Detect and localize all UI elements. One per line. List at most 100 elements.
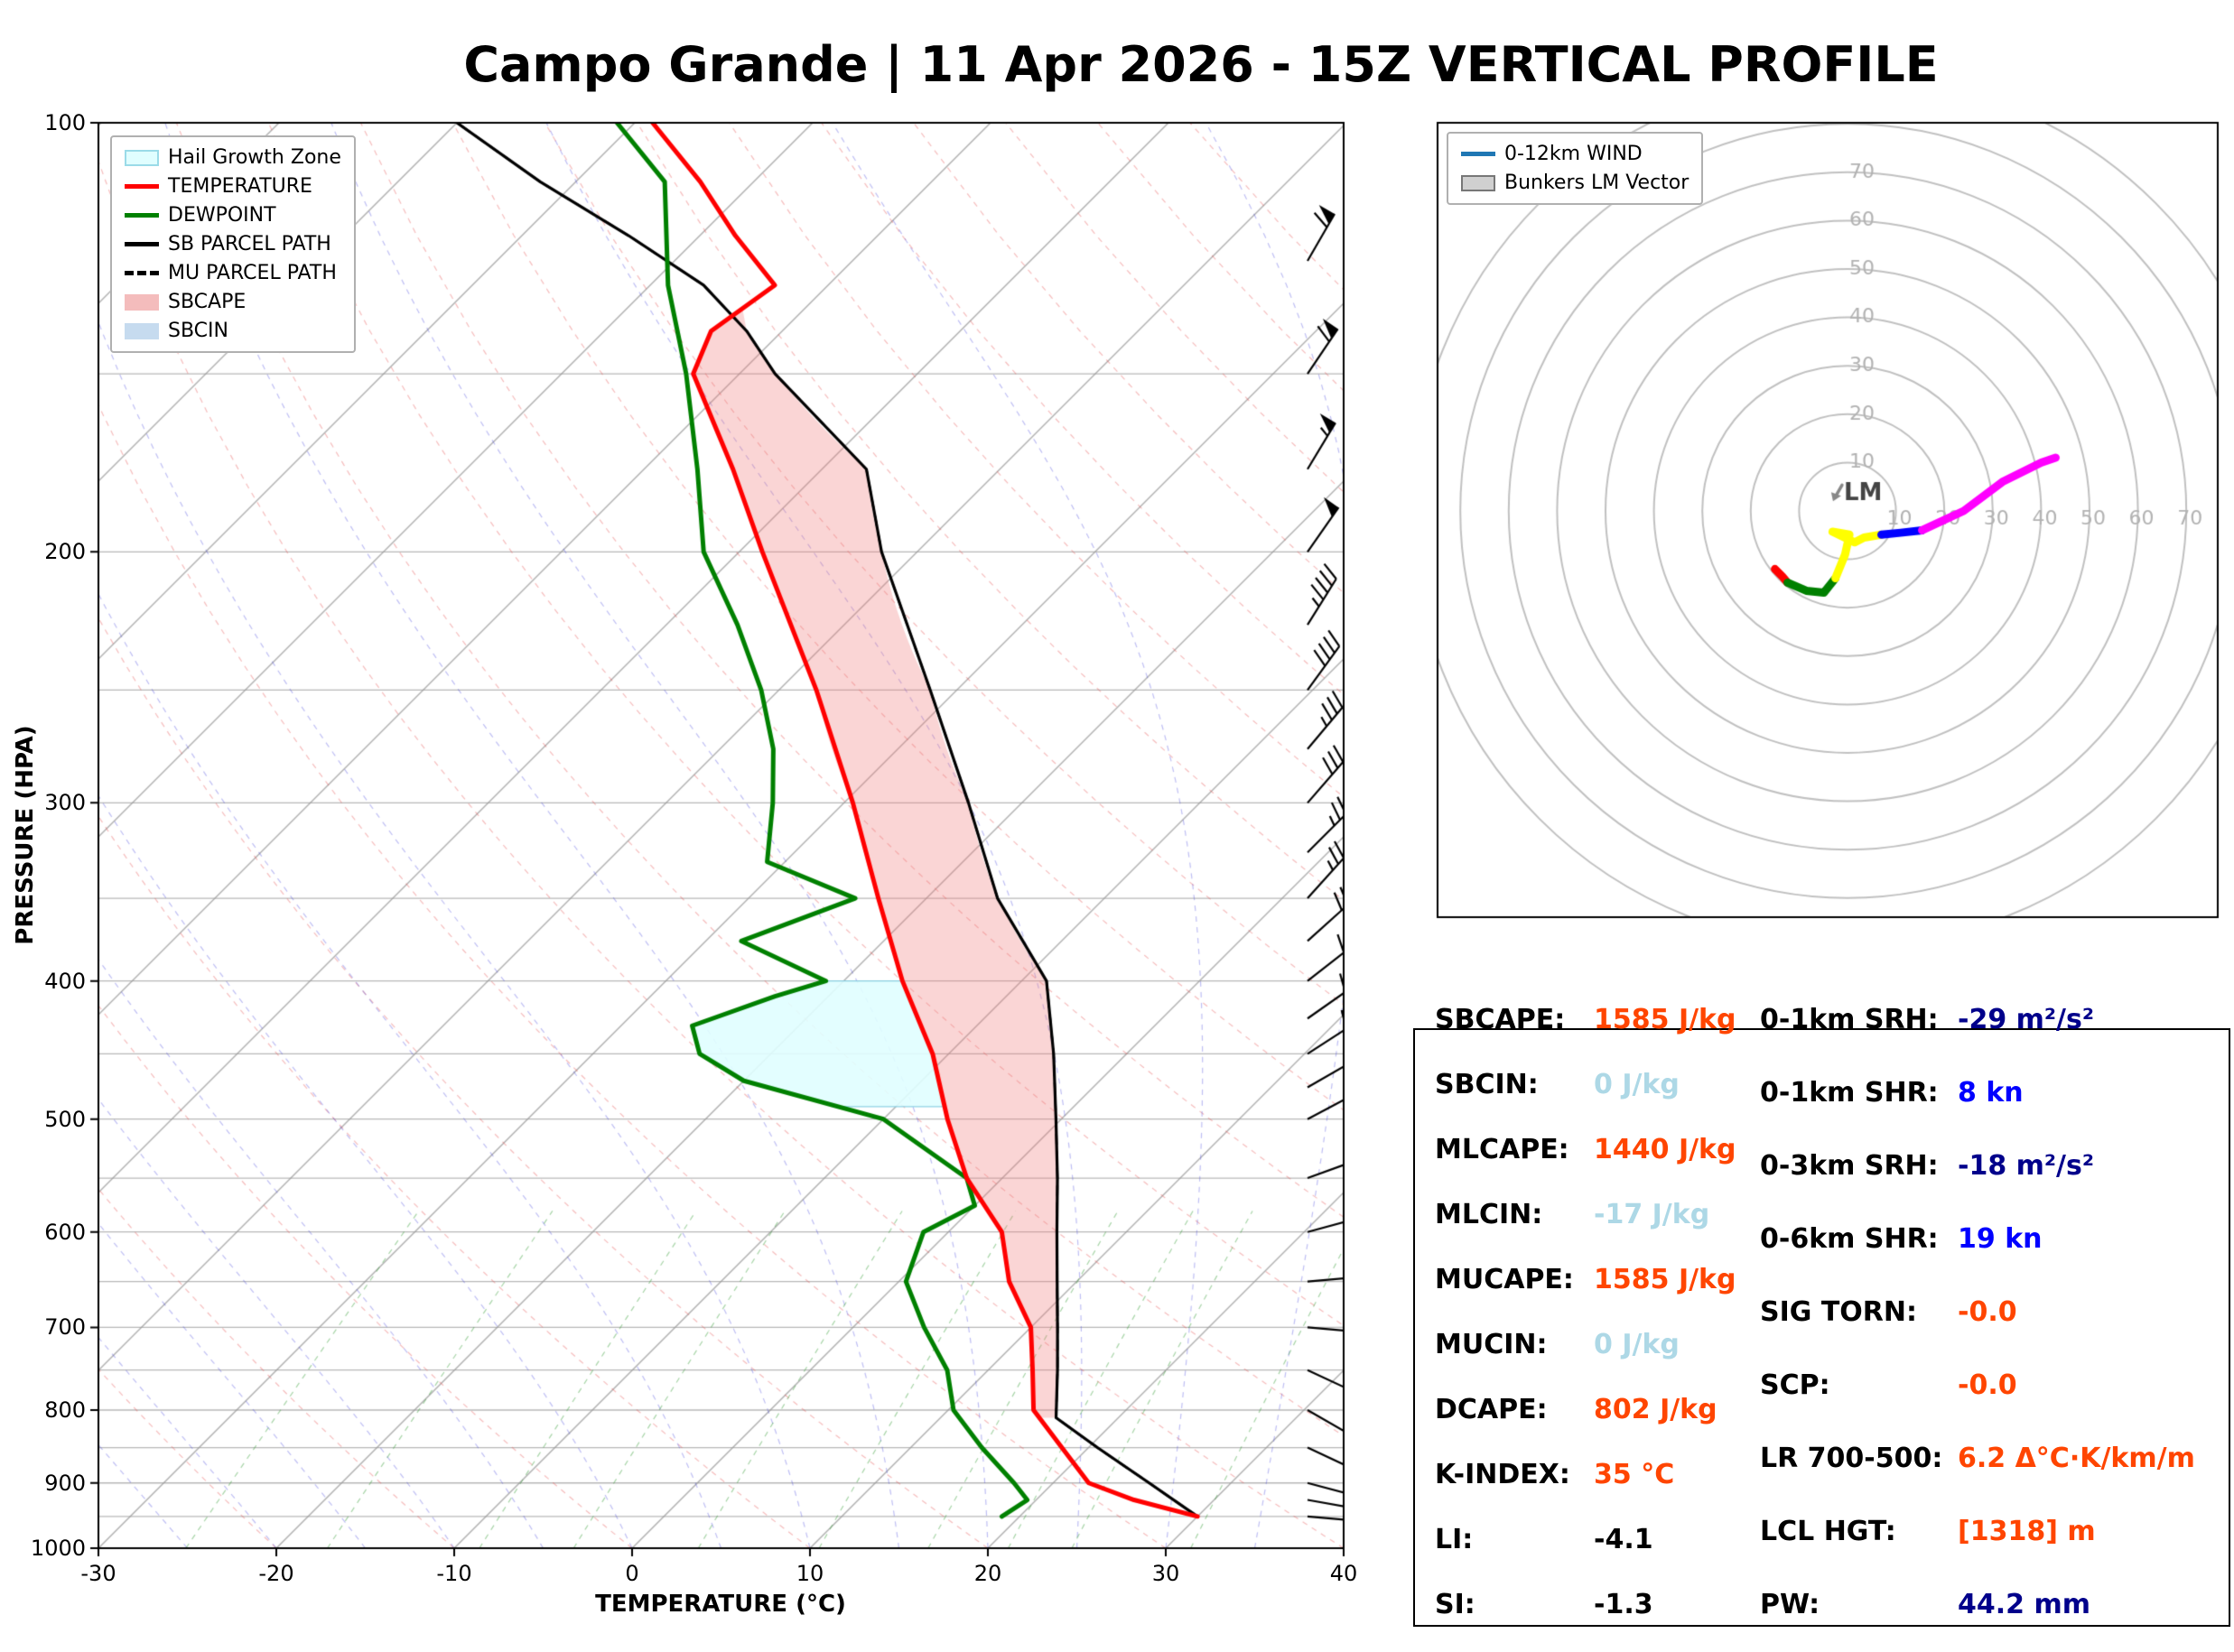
stat-label: MUCAPE: xyxy=(1435,1264,1574,1295)
stats-panel-border xyxy=(1413,1028,2230,1627)
stat-value: -29 m²/s² xyxy=(1958,1004,2094,1035)
pressure-tick-300: 300 xyxy=(44,790,86,816)
legend-item: TEMPERATURE xyxy=(125,175,341,198)
stat-row: SCP: -0.0 xyxy=(1413,1369,2230,1406)
stat-value: -0.0 xyxy=(1958,1369,2017,1401)
stat-row: SIG TORN: -0.0 xyxy=(1413,1296,2230,1332)
stat-label: K-INDEX: xyxy=(1435,1459,1570,1490)
temperature-axis-label: TEMPERATURE (°C) xyxy=(595,1591,846,1618)
stat-label: LI: xyxy=(1435,1524,1474,1555)
legend-item: Bunkers LM Vector xyxy=(1461,172,1689,194)
temperature-tick--20: -20 xyxy=(258,1561,294,1586)
legend-label: MU PARCEL PATH xyxy=(168,262,337,284)
legend-label: 0-12km WIND xyxy=(1504,143,1643,165)
legend-label: SBCIN xyxy=(168,320,228,342)
stat-value: 6.2 Δ°C·K/km/m xyxy=(1958,1443,2195,1474)
stat-value: 1440 J/kg xyxy=(1594,1134,1736,1165)
skewt-legend: Hail Growth Zone TEMPERATURE DEWPOINT SB PA… xyxy=(110,135,356,353)
legend-item: 0-12km WIND xyxy=(1461,143,1689,165)
stat-label: LR 700-500: xyxy=(1760,1443,1943,1474)
stat-row: 0-6km SHR: 19 kn xyxy=(1413,1223,2230,1259)
stat-label: PW: xyxy=(1760,1589,1820,1620)
stat-label: MLCAPE: xyxy=(1435,1134,1569,1165)
stat-row: MUCIN: 0 J/kg xyxy=(1413,1329,2230,1365)
stat-row: MLCAPE: 1440 J/kg xyxy=(1413,1134,2230,1170)
page-title: Campo Grande | 11 Apr 2026 - 15Z VERTICA… xyxy=(463,36,1939,93)
stat-label: SIG TORN: xyxy=(1760,1296,1918,1328)
temperature-tick-20: 20 xyxy=(973,1561,1002,1586)
stat-value: -18 m²/s² xyxy=(1958,1150,2094,1182)
stat-label: 0-3km SRH: xyxy=(1760,1150,1939,1182)
stat-label: 0-6km SHR: xyxy=(1760,1223,1939,1255)
temperature-tick--10: -10 xyxy=(436,1561,472,1586)
legend-label: DEWPOINT xyxy=(168,204,276,227)
sbcin-swatch xyxy=(125,322,159,339)
temperature-swatch xyxy=(125,184,159,189)
legend-label: TEMPERATURE xyxy=(168,175,312,198)
stat-value: [1318] m xyxy=(1958,1516,2096,1547)
stat-row: SBCAPE: 1585 J/kg xyxy=(1413,1004,2230,1040)
stat-row: LI: -4.1 xyxy=(1413,1524,2230,1560)
legend-item: Hail Growth Zone xyxy=(125,146,341,169)
legend-label: Bunkers LM Vector xyxy=(1504,172,1689,194)
stat-value: 19 kn xyxy=(1958,1223,2043,1255)
stat-row: K-INDEX: 35 °C xyxy=(1413,1459,2230,1495)
legend-item: MU PARCEL PATH xyxy=(125,262,341,284)
stat-label: SCP: xyxy=(1760,1369,1830,1401)
legend-item: SB PARCEL PATH xyxy=(125,233,341,255)
sb-parcel-path-swatch xyxy=(125,242,159,246)
temperature-tick-30: 30 xyxy=(1151,1561,1180,1586)
stat-row: SBCIN: 0 J/kg xyxy=(1413,1069,2230,1105)
temperature-tick-40: 40 xyxy=(1329,1561,1358,1586)
mu-parcel-path-swatch xyxy=(125,271,159,275)
stat-value: -1.3 xyxy=(1594,1589,1653,1620)
stat-label: MUCIN: xyxy=(1435,1329,1548,1360)
stat-label: 0-1km SRH: xyxy=(1760,1004,1939,1035)
stat-value: -17 J/kg xyxy=(1594,1199,1710,1230)
stat-label: SBCAPE: xyxy=(1435,1004,1566,1035)
temperature-tick--30: -30 xyxy=(80,1561,116,1586)
pressure-tick-400: 400 xyxy=(44,968,86,994)
stat-value: 0 J/kg xyxy=(1594,1069,1680,1100)
stat-value: 44.2 mm xyxy=(1958,1589,2090,1620)
hodograph-legend: 0-12km WIND Bunkers LM Vector xyxy=(1447,132,1704,205)
stat-row: DCAPE: 802 J/kg xyxy=(1413,1394,2230,1430)
dewpoint-swatch xyxy=(125,213,159,218)
pressure-axis-label: PRESSURE (HPA) xyxy=(12,725,39,945)
stat-value: 8 kn xyxy=(1958,1077,2024,1109)
stat-row: LCL HGT: [1318] m xyxy=(1413,1516,2230,1552)
legend-item: SBCAPE xyxy=(125,291,341,313)
temperature-tick-0: 0 xyxy=(625,1561,639,1586)
stats-panel: SBCAPE: 1585 J/kg SBCIN: 0 J/kg MLCAPE: 1440 … xyxy=(1413,997,2230,1627)
stat-value: -0.0 xyxy=(1958,1296,2017,1328)
pressure-tick-100: 100 xyxy=(44,110,86,135)
stat-label: DCAPE: xyxy=(1435,1394,1548,1425)
legend-label: SBCAPE xyxy=(168,291,247,313)
stat-value: 802 J/kg xyxy=(1594,1394,1717,1425)
stat-row: 0-1km SRH: -29 m²/s² xyxy=(1413,1004,2230,1040)
bunkers-lm-vector-swatch xyxy=(1461,174,1495,191)
stat-row: PW: 44.2 mm xyxy=(1413,1589,2230,1625)
legend-item: DEWPOINT xyxy=(125,204,341,227)
stat-label: SI: xyxy=(1435,1589,1475,1620)
stat-row: 0-1km SHR: 8 kn xyxy=(1413,1077,2230,1113)
pressure-tick-1000: 1000 xyxy=(30,1536,86,1561)
stat-row: 0-3km SRH: -18 m²/s² xyxy=(1413,1150,2230,1186)
stat-value: 35 °C xyxy=(1594,1459,1675,1490)
stat-value: 1585 J/kg xyxy=(1594,1264,1736,1295)
stat-row: MLCIN: -17 J/kg xyxy=(1413,1199,2230,1235)
pressure-tick-500: 500 xyxy=(44,1106,86,1132)
pressure-tick-900: 900 xyxy=(44,1470,86,1496)
stat-value: 1585 J/kg xyxy=(1594,1004,1736,1035)
sbcape-swatch xyxy=(125,293,159,311)
pressure-tick-600: 600 xyxy=(44,1219,86,1245)
stat-row: LR 700-500: 6.2 Δ°C·K/km/m xyxy=(1413,1443,2230,1479)
stat-label: SBCIN: xyxy=(1435,1069,1539,1100)
legend-label: SB PARCEL PATH xyxy=(168,233,331,255)
temperature-tick-10: 10 xyxy=(796,1561,824,1586)
pressure-tick-200: 200 xyxy=(44,539,86,565)
0-12km-wind-swatch xyxy=(1461,152,1495,156)
legend-item: SBCIN xyxy=(125,320,341,342)
